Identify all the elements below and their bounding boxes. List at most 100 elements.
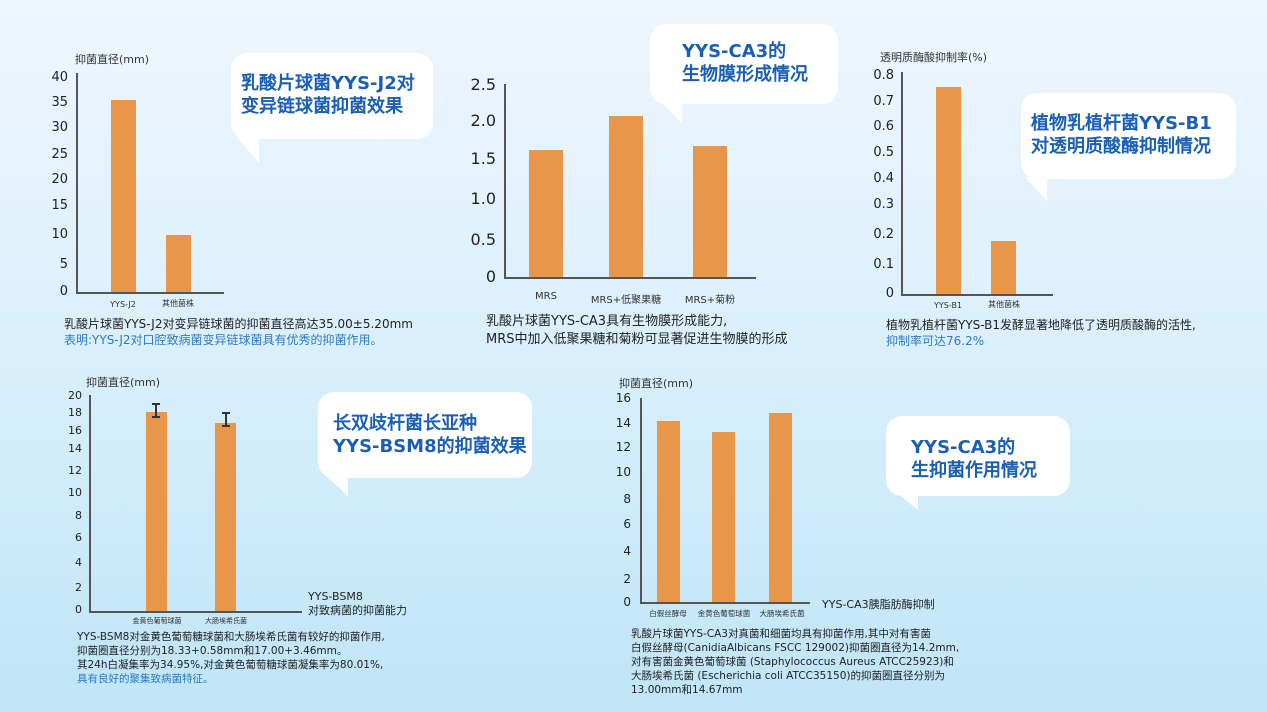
y-axis-label: 透明质酶酸抑制率(%) (880, 51, 988, 64)
bar-e-coli (215, 423, 236, 611)
description: YYS-BSM8对金黄色葡萄糖球菌和大肠埃希氏菌有较好的抑菌作用, 抑菌圈直径分… (77, 630, 385, 686)
y-tick: 0.1 (873, 257, 894, 272)
y-tick: 25 (51, 147, 68, 162)
x-category: YYS-J2 (110, 300, 136, 309)
y-tick: 16 (68, 424, 82, 437)
y-axis (76, 73, 78, 293)
bar-yys-b1 (936, 87, 961, 294)
bubble-tail (662, 102, 682, 124)
bubble-title-line: 植物乳植杆菌YYS-B1 (1031, 113, 1212, 134)
y-tick: 8 (623, 492, 631, 506)
x-axis (640, 602, 810, 604)
description-text: 白假丝酵母(CanidiaAlbicans FSCC 129002)抑菌圈直径为… (631, 642, 960, 654)
y-tick: 35 (51, 95, 68, 110)
description-text: 抑菌圈直径分别为18.33+0.58mm和17.00+3.46mm。 (77, 645, 348, 657)
description-text: 其24h白凝集率为34.95%,对金黄色葡萄糖球菌凝集率为80.01%, (77, 659, 384, 671)
y-tick: 0 (885, 286, 894, 301)
y-axis (89, 395, 91, 612)
y-tick: 2 (623, 572, 631, 586)
error-bar (155, 403, 157, 417)
y-tick: 0 (485, 267, 496, 286)
y-tick: 0.7 (873, 94, 894, 109)
bar-other-strains (991, 241, 1016, 294)
y-tick: 20 (51, 172, 68, 187)
x-axis (901, 294, 1053, 296)
description: 植物乳植杆菌YYS-B1发酵显著地降低了透明质酸酶的活性, 抑制率可达76.2% (886, 317, 1196, 349)
bubble-title-line: YYS-BSM8的抑菌效果 (333, 436, 527, 457)
description-text: YYS-BSM8对金黄色葡萄糖球菌和大肠埃希氏菌有较好的抑菌作用, (77, 631, 385, 643)
bar-e-coli (769, 413, 792, 602)
y-tick: 6 (75, 531, 82, 544)
y-tick: 0.3 (873, 197, 894, 212)
description-highlight: 具有良好的聚集致病菌特征。 (77, 673, 214, 685)
y-tick: 6 (623, 517, 631, 531)
description-text: MRS中加入低聚果糖和菊粉可显著促进生物膜的形成 (486, 332, 788, 347)
y-tick: 1.0 (470, 189, 496, 208)
y-axis-label: 抑菌直径(mm) (619, 377, 694, 390)
x-axis-note: YYS-CA3胰脂肪酶抑制 (822, 598, 935, 611)
y-tick: 10 (615, 465, 631, 479)
y-tick: 0.2 (873, 227, 894, 242)
y-tick: 18 (68, 406, 82, 419)
y-tick: 16 (615, 391, 631, 405)
title-bubble: 乳酸片球菌YYS-J2对 变异链球菌抑菌效果 (231, 53, 433, 163)
description-text: 大肠埃希氏菌 (Escherichia coli ATCC35150)的抑菌圈直… (631, 670, 945, 682)
description-text: 乳酸片球菌YYS-CA3具有生物膜形成能力, (486, 314, 728, 329)
x-category: 白假丝酵母 (649, 609, 687, 618)
y-tick: 4 (75, 556, 82, 569)
x-category: 金黄色葡萄球菌 (132, 617, 182, 625)
x-axis (504, 277, 756, 279)
y-tick: 30 (51, 120, 68, 135)
y-tick: 0.5 (873, 145, 894, 160)
bar-other-strains (166, 235, 191, 292)
y-axis (504, 84, 506, 277)
y-tick: 0 (623, 595, 631, 609)
error-cap (152, 416, 160, 418)
y-tick: 2.5 (470, 75, 496, 94)
y-tick: 0.8 (873, 68, 894, 83)
bubble-tail (1025, 177, 1047, 201)
bar-mrs-fos (609, 116, 643, 277)
y-tick: 0.6 (873, 119, 894, 134)
x-category: MRS+低聚果糖 (590, 295, 662, 306)
x-category: MRS (535, 291, 557, 302)
y-tick: 14 (68, 442, 82, 455)
bar-mrs-inulin (693, 146, 727, 277)
title-bubble: YYS-CA3的 生物膜形成情况 (650, 24, 838, 124)
description-highlight: 表明:YYS-J2对口腔致病菌变异链球菌具有优秀的抑菌作用。 (64, 333, 383, 347)
x-axis-note: YYS-BSM8 对致病菌的抑菌能力 (308, 590, 407, 618)
y-tick: 2 (75, 581, 82, 594)
x-axis (89, 611, 302, 613)
description: 乳酸片球菌YYS-CA3对真菌和细菌均具有抑菌作用,其中对有害菌 白假丝酵母(C… (631, 627, 959, 697)
bubble-title-line: 对透明质酸酶抑制情况 (1031, 136, 1211, 157)
bubble-title-line: 乳酸片球菌YYS-J2对 (241, 73, 415, 94)
x-category: 金黄色葡萄球菌 (697, 609, 751, 618)
description-text: 13.00mm和14.67mm (631, 684, 743, 696)
description: 乳酸片球菌YYS-CA3具有生物膜形成能力, MRS中加入低聚果糖和菊粉可显著促… (486, 313, 788, 349)
y-tick: 40 (51, 70, 68, 85)
x-axis-note-line: 对致病菌的抑菌能力 (308, 604, 407, 617)
bubble-title-line: 变异链球菌抑菌效果 (241, 96, 403, 117)
bar-s-aureus (146, 412, 167, 611)
title-bubble: 植物乳植杆菌YYS-B1 对透明质酸酶抑制情况 (1021, 93, 1236, 201)
bar-s-aureus (712, 432, 735, 602)
description-text: 乳酸片球菌YYS-J2对变异链球菌的抑菌直径高达35.00±5.20mm (64, 317, 413, 331)
title-bubble: YYS-CA3的 生抑菌作用情况 (886, 416, 1070, 510)
y-tick: 8 (75, 509, 82, 522)
x-axis-note-line: YYS-BSM8 (308, 590, 363, 603)
y-tick: 0.4 (873, 171, 894, 186)
x-category: MRS+菊粉 (684, 295, 736, 306)
bar-yys-j2 (111, 100, 136, 292)
y-tick: 12 (68, 464, 82, 477)
bubble-title-line: 生物膜形成情况 (682, 64, 808, 85)
x-category: 其他菌株 (162, 299, 194, 308)
bubble-title-line: YYS-CA3的 (682, 41, 787, 62)
x-category: 大肠埃希氏菌 (759, 609, 805, 618)
y-axis-label: 抑菌直径(mm) (86, 376, 161, 389)
description-highlight: 抑制率可达76.2% (886, 334, 985, 348)
y-tick: 2.0 (470, 111, 496, 130)
error-cap (222, 425, 230, 427)
y-tick: 0 (59, 284, 68, 299)
y-tick: 10 (51, 227, 68, 242)
error-cap (222, 412, 230, 414)
